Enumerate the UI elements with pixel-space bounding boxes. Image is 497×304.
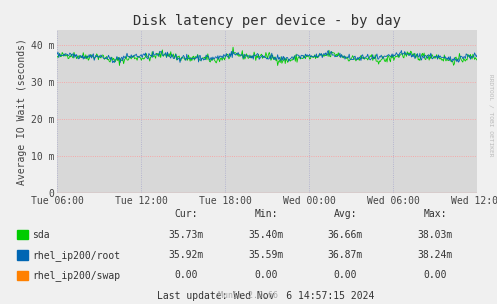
Text: 0.00: 0.00 xyxy=(254,271,278,280)
Text: Min:: Min: xyxy=(254,209,278,219)
Text: 0.00: 0.00 xyxy=(333,271,357,280)
Text: 35.59m: 35.59m xyxy=(248,250,283,260)
Text: Avg:: Avg: xyxy=(333,209,357,219)
Text: Munin 2.0.66: Munin 2.0.66 xyxy=(219,291,278,300)
Text: Max:: Max: xyxy=(423,209,447,219)
Y-axis label: Average IO Wait (seconds): Average IO Wait (seconds) xyxy=(17,38,27,185)
Text: 35.73m: 35.73m xyxy=(169,230,204,240)
Title: Disk latency per device - by day: Disk latency per device - by day xyxy=(133,14,401,28)
Text: Cur:: Cur: xyxy=(174,209,198,219)
Text: RRDTOOL / TOBI OETIKER: RRDTOOL / TOBI OETIKER xyxy=(489,74,494,157)
Text: 0.00: 0.00 xyxy=(174,271,198,280)
Text: 36.87m: 36.87m xyxy=(328,250,363,260)
Text: 35.40m: 35.40m xyxy=(248,230,283,240)
Text: Last update: Wed Nov  6 14:57:15 2024: Last update: Wed Nov 6 14:57:15 2024 xyxy=(157,291,375,301)
Text: 36.66m: 36.66m xyxy=(328,230,363,240)
Text: 38.24m: 38.24m xyxy=(417,250,452,260)
Text: sda: sda xyxy=(32,230,50,240)
Text: 0.00: 0.00 xyxy=(423,271,447,280)
Text: rhel_ip200/root: rhel_ip200/root xyxy=(32,250,120,261)
Text: 35.92m: 35.92m xyxy=(169,250,204,260)
Text: 38.03m: 38.03m xyxy=(417,230,452,240)
Text: rhel_ip200/swap: rhel_ip200/swap xyxy=(32,270,120,281)
